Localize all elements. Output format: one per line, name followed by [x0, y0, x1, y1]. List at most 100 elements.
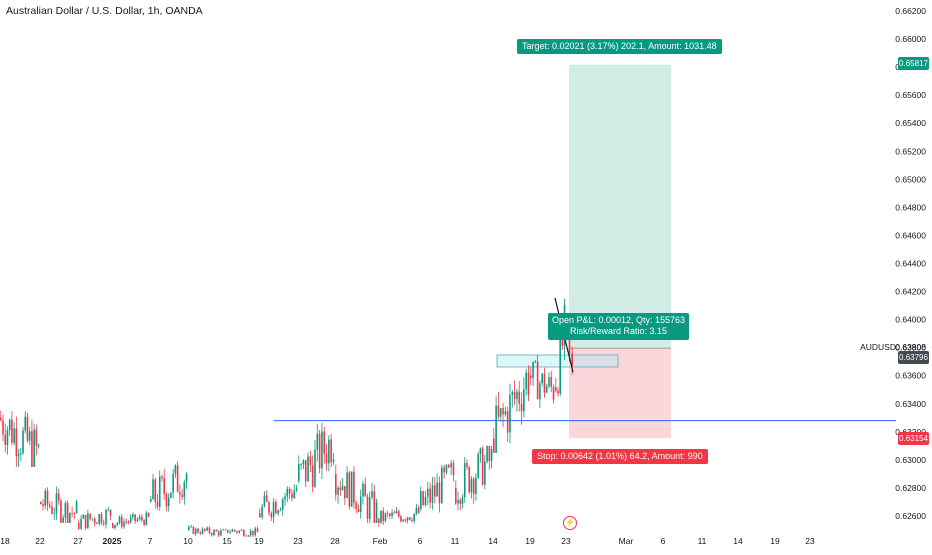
candle-body-184 [415, 507, 418, 514]
candle-body-45 [100, 514, 103, 524]
candle-body-74 [165, 493, 168, 507]
candle-body-114 [256, 528, 259, 533]
candle-body-84 [188, 526, 190, 531]
candle-body-101 [227, 530, 229, 533]
candle-body-161 [364, 483, 367, 497]
candle-body-71 [158, 476, 161, 507]
candle-body-203 [459, 500, 462, 504]
candle-body-224 [506, 411, 509, 433]
candle-body-126 [284, 496, 286, 500]
candle-body-19 [42, 504, 44, 506]
candle-body-205 [463, 462, 466, 498]
candle-body-143 [323, 431, 326, 454]
candle-body-169 [382, 510, 385, 522]
candle-body-140 [316, 433, 319, 450]
candle-body-66 [147, 512, 150, 517]
candle-body-189 [427, 488, 429, 497]
candle-body-157 [355, 502, 357, 510]
x-tick-label-10: Feb [373, 536, 388, 546]
y-tick-label-11: 0.64800 [895, 202, 926, 212]
y-tick-label-8: 0.64200 [895, 287, 926, 297]
zone-box[interactable] [496, 354, 619, 368]
y-tick-label-5: 0.63600 [895, 371, 926, 381]
y-tick-label-15: 0.65600 [895, 90, 926, 100]
lightning-icon[interactable]: ⚡ [563, 516, 577, 530]
candle-body-150 [339, 487, 342, 490]
candle-body-229 [518, 391, 521, 404]
candle-body-193 [436, 482, 438, 497]
candle-body-239 [541, 373, 543, 384]
candle-body-41 [91, 518, 94, 520]
candle-body-10 [22, 430, 24, 453]
risk-reward-label: Risk/Reward Ratio: 3.15 [569, 326, 668, 336]
candle-body-207 [468, 466, 471, 493]
candle-body-133 [300, 464, 302, 465]
x-tick-label-12: 11 [451, 536, 460, 546]
candle-body-180 [406, 517, 409, 521]
candle-body-132 [298, 464, 300, 481]
candle-body-252 [571, 353, 573, 367]
candle-body-155 [350, 471, 353, 507]
candle-body-171 [386, 513, 389, 515]
candle-body-199 [450, 463, 452, 468]
candle-body-39 [87, 513, 89, 529]
candle-body-4 [8, 419, 11, 431]
candle-body-112 [252, 530, 254, 536]
x-tick-label-18: 11 [698, 536, 707, 546]
candle-body-165 [373, 491, 376, 524]
candle-body-200 [452, 463, 455, 476]
y-tick-label-18: 0.66200 [895, 6, 926, 16]
candle-body-3 [6, 430, 9, 445]
candle-body-87 [194, 528, 197, 535]
x-tick-label-1: 22 [35, 536, 45, 546]
candle-body-167 [378, 518, 380, 523]
candle-body-213 [481, 448, 484, 485]
candle-body-16 [35, 429, 38, 446]
candle-body-245 [555, 386, 557, 391]
chart-title: Australian Dollar / U.S. Dollar, 1h, OAN… [6, 5, 203, 17]
candle-body-14 [31, 431, 33, 467]
candle-body-181 [408, 517, 411, 520]
y-tick-label-17: 0.66000 [895, 34, 926, 44]
candle-body-102 [229, 531, 231, 533]
stop-zone[interactable] [569, 348, 671, 439]
candle-body-242 [548, 377, 550, 387]
y-tick-label-1: 0.62800 [895, 483, 926, 493]
candle-body-232 [525, 372, 527, 390]
candle-body-142 [321, 431, 323, 469]
candle-body-46 [102, 523, 105, 525]
candle-body-65 [145, 512, 148, 525]
candle-body-25 [55, 493, 58, 514]
x-tick-label-3: 2025 [103, 536, 122, 546]
candle-body-80 [179, 492, 181, 495]
candle-body-100 [224, 529, 227, 531]
candle-body-211 [477, 454, 479, 478]
candle-body-206 [466, 462, 468, 467]
candle-body-90 [201, 528, 204, 534]
candle-body-137 [309, 456, 312, 466]
candle-body-135 [304, 460, 307, 482]
candle-body-134 [302, 460, 305, 465]
candle-body-138 [311, 465, 314, 487]
candle-body-21 [46, 490, 49, 505]
candle-body-115 [259, 513, 261, 518]
x-tick-label-16: Mar [619, 536, 634, 546]
candle-body-81 [181, 494, 183, 498]
candle-body-18 [40, 501, 42, 505]
candle-body-201 [455, 487, 457, 504]
target-zone[interactable] [569, 64, 671, 349]
candle-body-208 [470, 479, 473, 493]
symbol-value: 0.63808 [895, 342, 926, 352]
candle-body-98 [220, 530, 222, 536]
x-tick-label-15: 23 [561, 536, 571, 546]
candle-body-118 [265, 495, 268, 502]
candle-body-233 [527, 372, 530, 396]
candle-body-156 [353, 471, 355, 503]
candle-body-176 [397, 511, 400, 517]
candle-body-92 [206, 527, 208, 531]
candle-body-47 [105, 510, 107, 525]
candle-body-109 [245, 535, 247, 537]
candle-body-36 [80, 518, 82, 529]
